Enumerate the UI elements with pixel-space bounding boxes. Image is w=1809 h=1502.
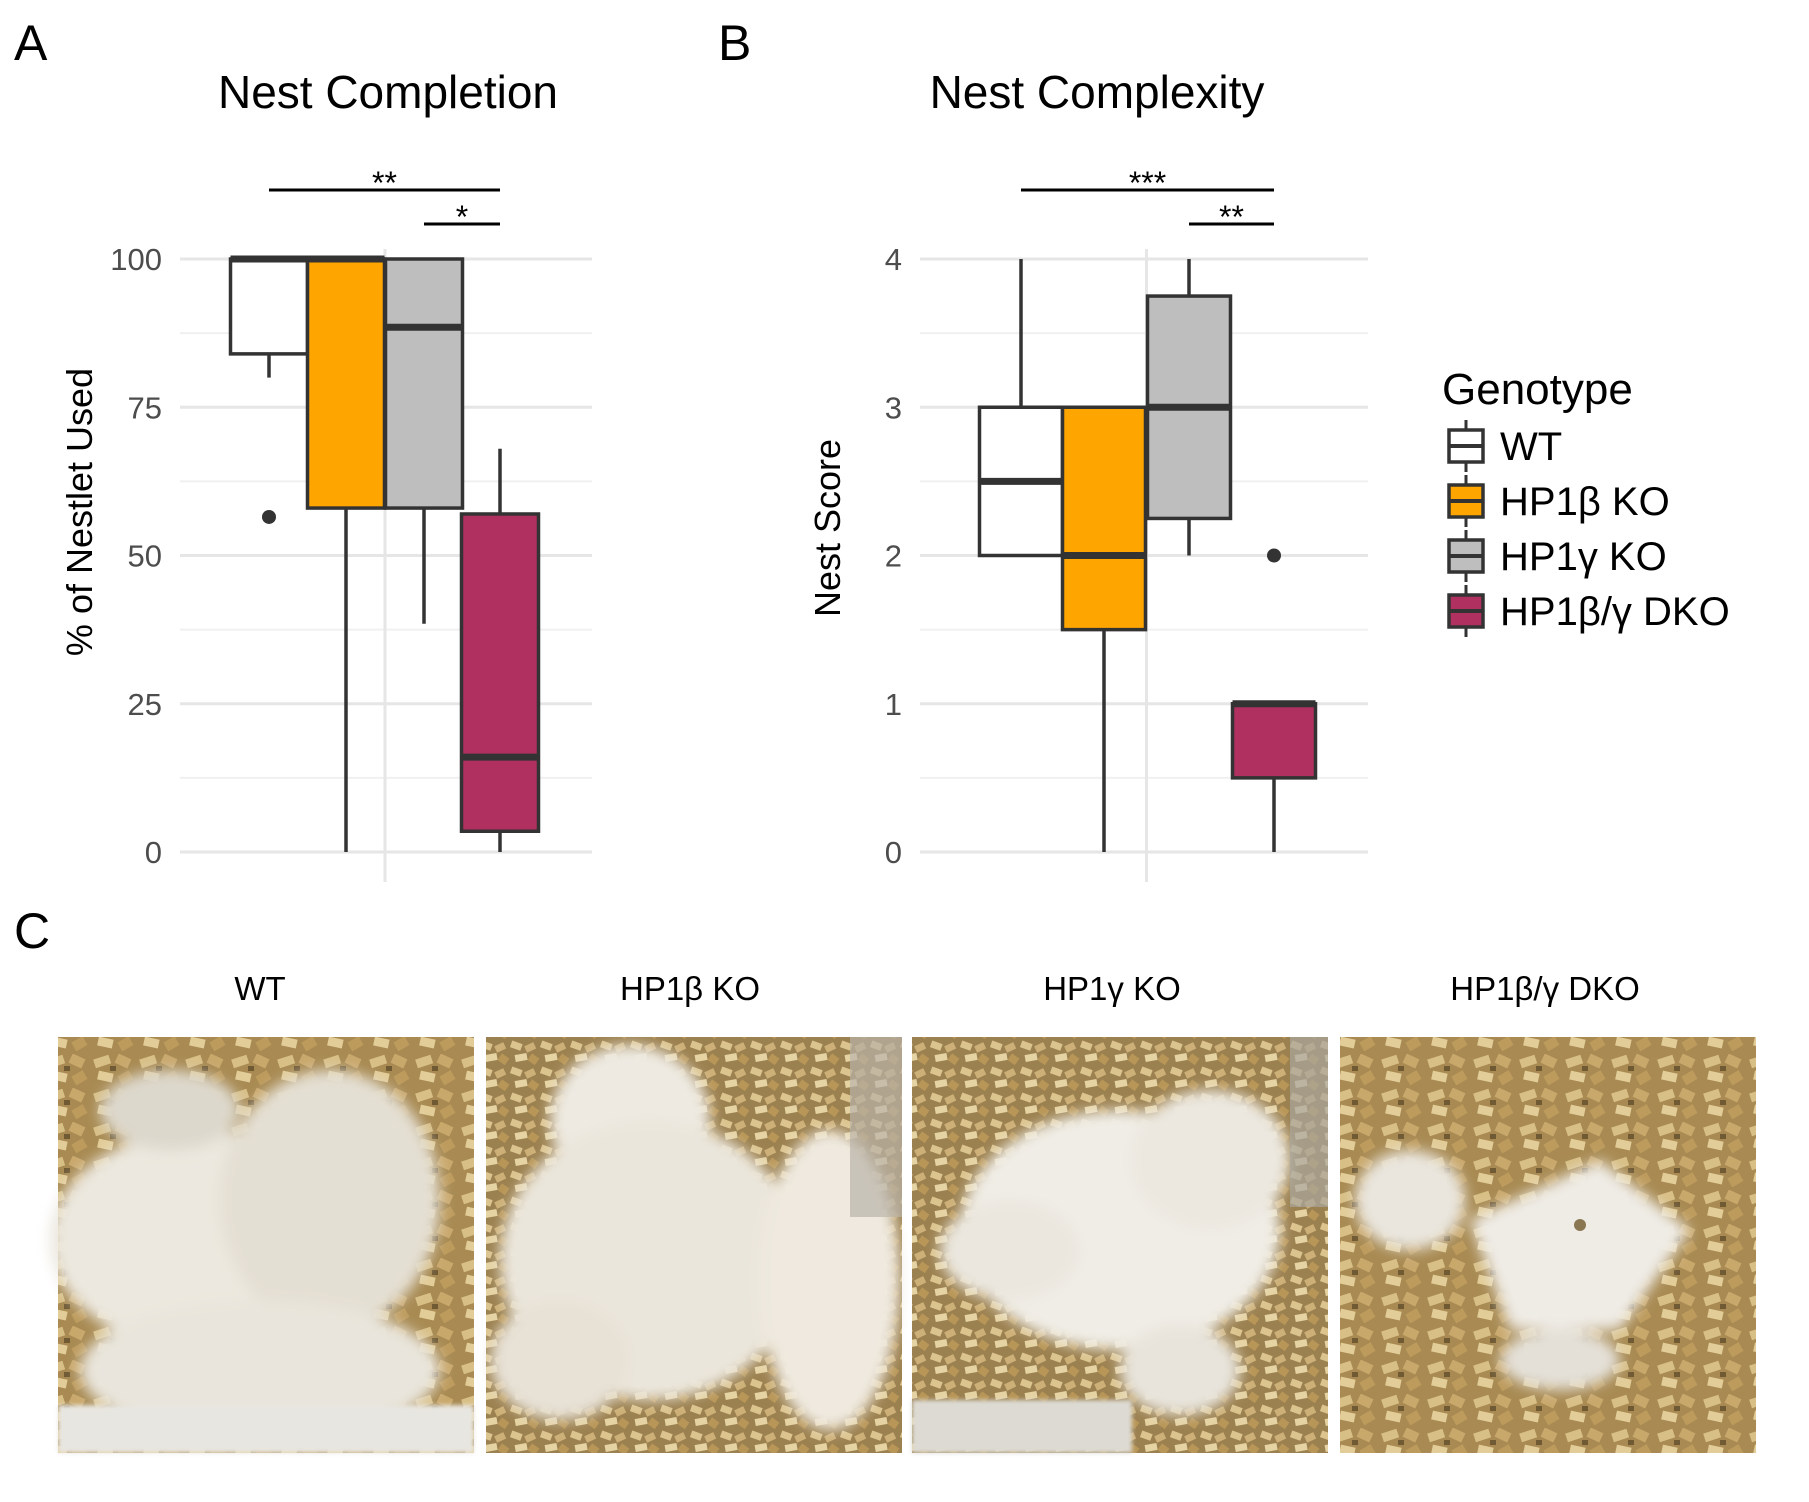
y-axis-label: % of Nestlet Used xyxy=(59,368,100,656)
box-iqr xyxy=(459,512,541,833)
legend-label: HP1γ KO xyxy=(1500,535,1667,579)
panel-letter-a: A xyxy=(14,15,48,71)
legend: Genotype WT HP1β KO HP1γ KO HP1β/γ DKO xyxy=(1442,365,1730,637)
panel-letter-c: C xyxy=(14,903,50,959)
box-wt xyxy=(228,255,310,524)
y-axis-label: Nest Score xyxy=(807,439,848,617)
box-hp1-ko xyxy=(305,255,387,852)
legend-label: HP1β/γ DKO xyxy=(1500,590,1730,634)
legend-item: WT xyxy=(1447,420,1562,472)
box-hp1-dko xyxy=(459,448,541,852)
nest-photo-hp1g-ko xyxy=(912,1037,1328,1453)
nest-photo-hp1b-ko xyxy=(486,1037,902,1453)
box-hp1-ko xyxy=(1060,405,1148,852)
legend-label: HP1β KO xyxy=(1500,480,1670,524)
box-hp1-ko xyxy=(383,257,465,624)
box-iqr xyxy=(228,257,310,356)
y-tick-label: 50 xyxy=(128,539,162,574)
legend-item: HP1γ KO xyxy=(1447,530,1667,582)
photo-label-hp1b-ko: HP1β KO xyxy=(620,970,760,1007)
y-tick-label: 75 xyxy=(128,390,162,425)
legend-title: Genotype xyxy=(1442,365,1633,414)
legend-item: HP1β KO xyxy=(1447,475,1670,527)
chart-nest-completion: Nest Completion % of Nestlet Used 0 25 50 7… xyxy=(59,66,592,882)
box-wt xyxy=(977,259,1065,558)
box-iqr xyxy=(1060,405,1148,632)
outlier-point xyxy=(1267,548,1281,563)
box-iqr xyxy=(1230,702,1318,780)
y-tick-label: 2 xyxy=(885,539,902,574)
photo-panel: WT HP1β KO HP1γ KO HP1β/γ DKO xyxy=(50,970,1756,1453)
y-tick-label: 1 xyxy=(885,687,902,722)
photo-label-wt: WT xyxy=(234,970,285,1007)
box-hp1-ko xyxy=(1145,259,1233,556)
nest-photo-hp1bg-dko xyxy=(1340,1037,1756,1453)
significance-label: *** xyxy=(1129,165,1166,201)
significance-label: ** xyxy=(1219,199,1244,235)
outlier-point xyxy=(262,509,276,524)
box-iqr xyxy=(305,257,387,510)
y-tick-label: 0 xyxy=(145,835,162,870)
panel-letter-b: B xyxy=(718,15,751,71)
y-tick-label: 0 xyxy=(885,835,902,870)
significance-label: ** xyxy=(372,165,397,201)
photo-label-hp1bg-dko: HP1β/γ DKO xyxy=(1450,970,1640,1007)
legend-item: HP1β/γ DKO xyxy=(1447,585,1730,637)
legend-label: WT xyxy=(1500,425,1562,469)
y-tick-label: 3 xyxy=(885,390,902,425)
significance-label: * xyxy=(456,199,468,235)
y-tick-label: 25 xyxy=(128,687,162,722)
y-tick-label: 4 xyxy=(885,242,902,277)
box-hp1-dko xyxy=(1230,548,1318,852)
chart-title: Nest Completion xyxy=(218,66,558,118)
y-tick-label: 100 xyxy=(110,242,162,277)
box-iqr xyxy=(383,257,465,510)
photo-label-hp1g-ko: HP1γ KO xyxy=(1043,970,1181,1007)
chart-title: Nest Complexity xyxy=(930,66,1265,118)
nest-photo-wt xyxy=(50,1037,474,1453)
